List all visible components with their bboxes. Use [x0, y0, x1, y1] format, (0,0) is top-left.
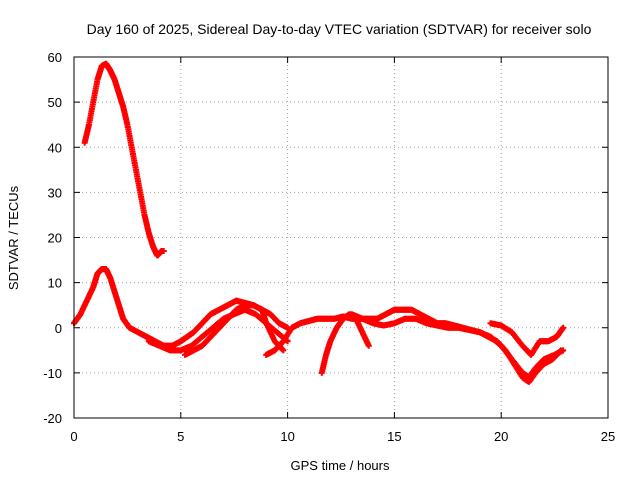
x-axis-label: GPS time / hours	[291, 458, 390, 473]
series-track-a	[81, 60, 167, 259]
grid	[74, 57, 608, 418]
plot-frame	[73, 56, 609, 419]
y-tick-label: -20	[43, 411, 62, 426]
x-tick-label: 0	[70, 429, 77, 444]
series-track-h	[487, 320, 567, 358]
x-tick-label: 10	[280, 429, 294, 444]
y-tick-label: 10	[48, 276, 62, 291]
y-tick-label: 0	[55, 321, 62, 336]
series-track-d	[182, 302, 287, 358]
x-tick-label: 25	[601, 429, 615, 444]
y-tick-label: -10	[43, 366, 62, 381]
chart-title: Day 160 of 2025, Sidereal Day-to-day VTE…	[87, 21, 592, 37]
data-point	[160, 248, 167, 255]
series-track-g	[338, 311, 567, 381]
y-axis-label: SDTVAR / TECUs	[6, 185, 21, 290]
data-point	[560, 347, 567, 354]
y-tick-label: 60	[48, 50, 62, 65]
y-tick-label: 40	[48, 140, 62, 155]
x-tick-label: 15	[387, 429, 401, 444]
data-point	[365, 342, 372, 349]
x-tick-label: 5	[177, 429, 184, 444]
x-tick-label: 20	[494, 429, 508, 444]
data-points	[71, 60, 567, 385]
data-point	[560, 324, 567, 331]
data-point	[280, 347, 287, 354]
y-tick-label: 20	[48, 231, 62, 246]
y-tick-label: 50	[48, 95, 62, 110]
tick-labels: 0 5 10 15 20 25 -20 -10 0 10 20 30 40 50 60	[43, 50, 615, 444]
y-tick-label: 30	[48, 185, 62, 200]
